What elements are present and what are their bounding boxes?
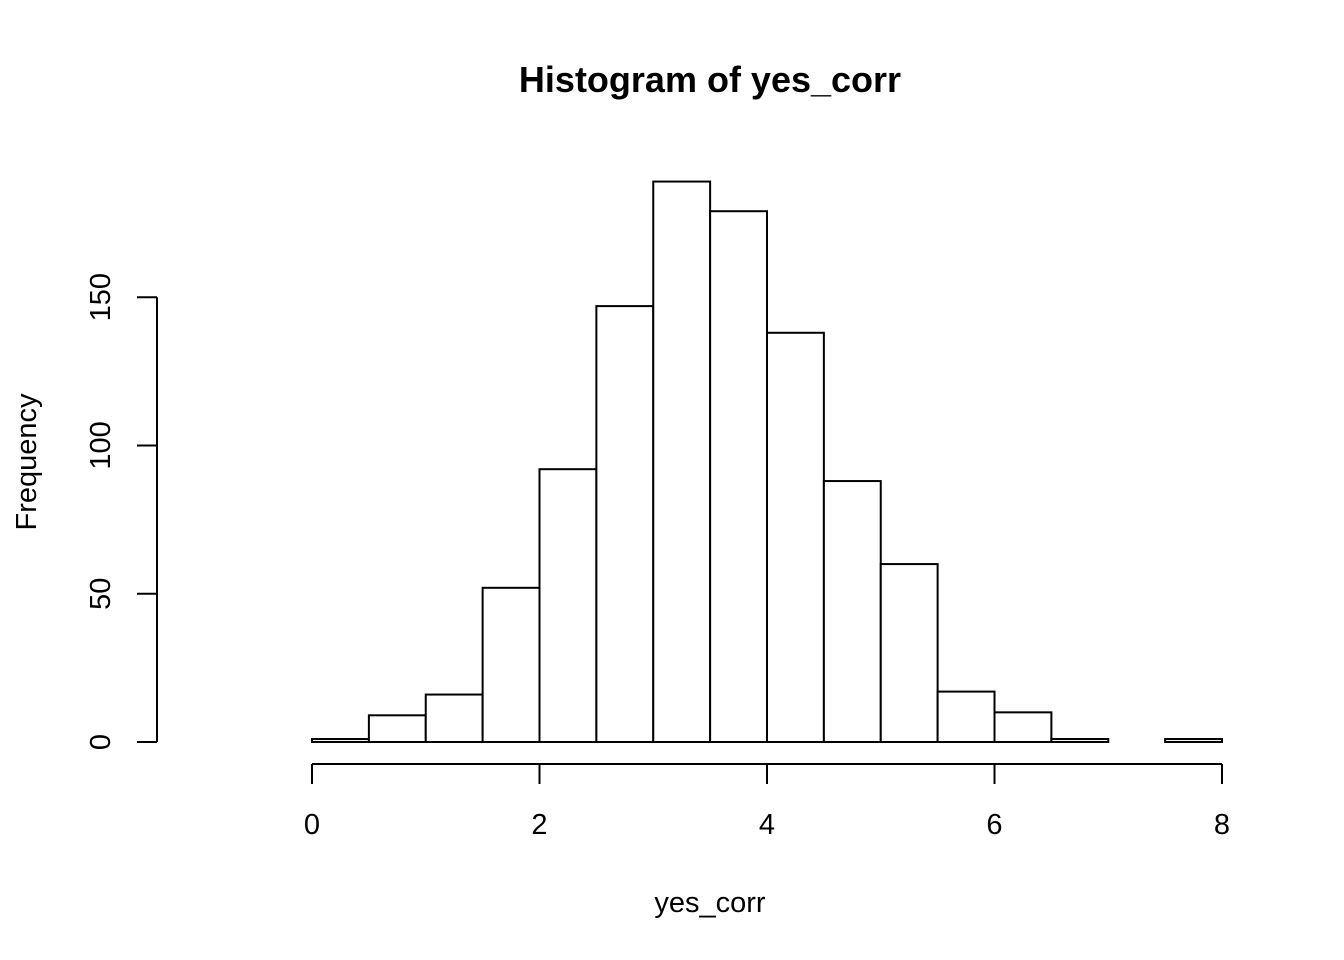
histogram-bar — [1050, 738, 1110, 744]
x-tick-label: 0 — [304, 809, 320, 841]
x-tick-label: 6 — [986, 809, 1002, 841]
histogram-bar — [822, 480, 882, 743]
x-tick-label: 8 — [1214, 809, 1230, 841]
x-tick-label: 4 — [759, 809, 775, 841]
histogram-bar — [538, 468, 598, 743]
x-axis: 0 2 4 6 8 — [304, 763, 1230, 841]
y-tick-label: 0 — [85, 734, 117, 750]
histogram-bar — [367, 714, 427, 744]
histogram-bar — [652, 180, 712, 744]
histogram-bar — [424, 693, 484, 743]
y-tick-label: 150 — [85, 273, 117, 321]
histogram-bar — [936, 690, 996, 744]
y-axis-label: Frequency — [11, 393, 43, 531]
histogram-bar — [879, 563, 939, 743]
x-tick-label: 2 — [531, 809, 547, 841]
histogram-bar — [1164, 738, 1223, 744]
bars-group — [311, 180, 1223, 744]
y-tick-label: 100 — [85, 421, 117, 469]
y-tick-label: 50 — [85, 578, 117, 610]
histogram-bar — [595, 305, 655, 743]
chart-title: Histogram of yes_corr — [519, 59, 901, 100]
y-axis: 0 50 100 150 — [85, 273, 158, 750]
histogram-bar — [481, 586, 541, 743]
histogram-bar — [766, 331, 825, 743]
histogram-bar — [993, 711, 1053, 743]
histogram-bar — [709, 210, 768, 743]
histogram-bar — [311, 738, 370, 744]
x-axis-label: yes_corr — [654, 887, 766, 919]
